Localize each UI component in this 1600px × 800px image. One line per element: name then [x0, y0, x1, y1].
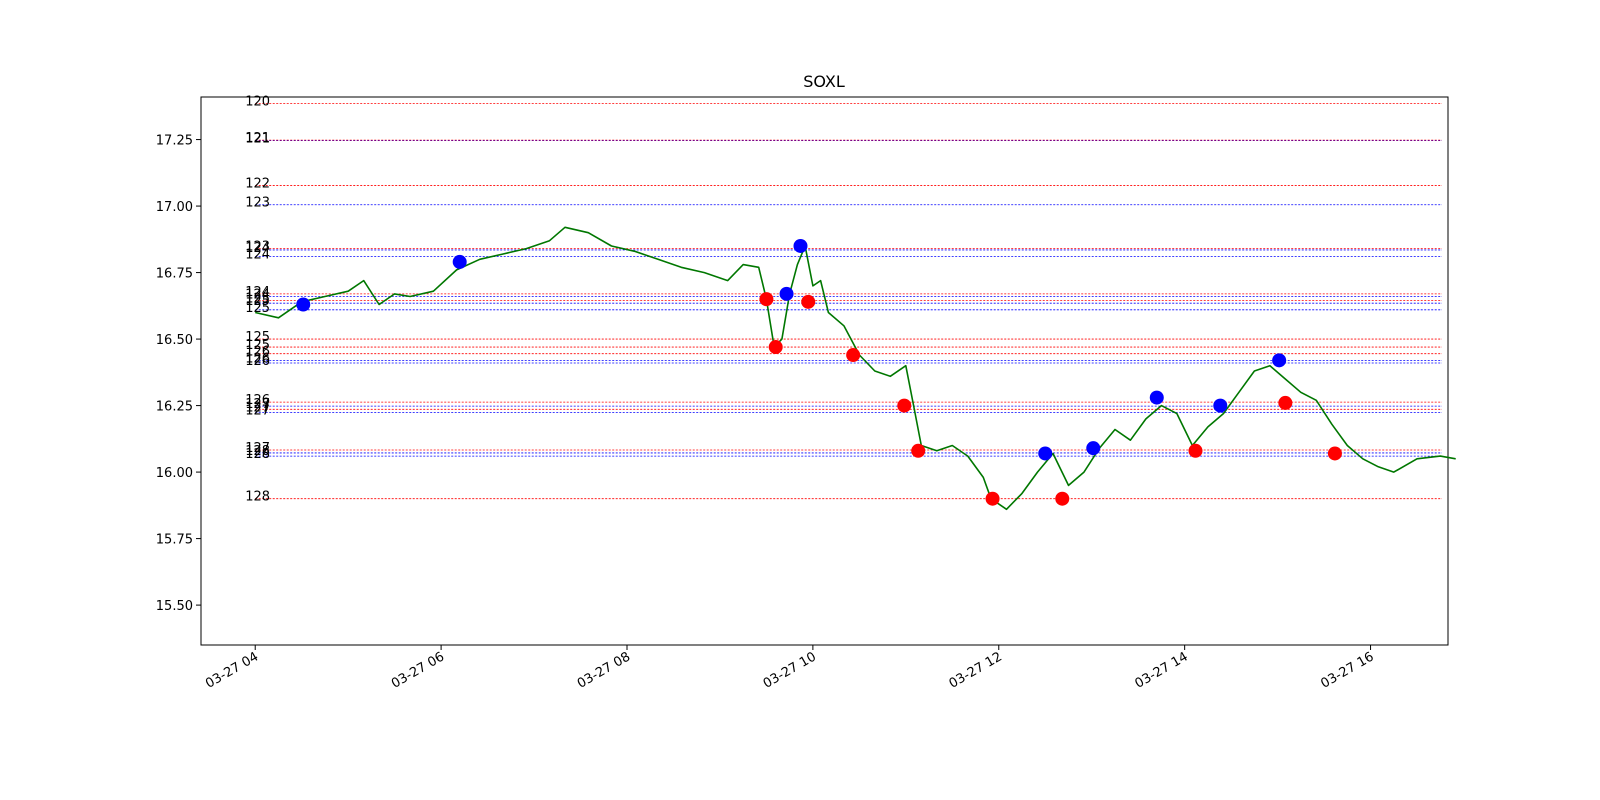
level-label-4: 123 [245, 196, 270, 211]
buy-marker-3 [793, 238, 808, 253]
level-label-24: 128 [245, 447, 270, 462]
plot-area-frame [200, 96, 1449, 646]
y-tick-label-3: 16.25 [156, 400, 193, 415]
level-label-10: 125 [245, 292, 270, 307]
price-line [255, 226, 1456, 511]
y-tick-label-6: 17.00 [156, 200, 193, 215]
y-tick-label-5: 16.75 [156, 267, 193, 282]
sell-marker-0 [759, 292, 774, 307]
level-lines [255, 103, 1442, 500]
y-tick-label-7: 17.25 [156, 134, 193, 149]
x-tick-label-4: 03-27 12 [947, 649, 1005, 691]
level-label-17: 126 [245, 354, 270, 369]
sell-marker-9 [1278, 395, 1293, 410]
level-label-7: 124 [245, 248, 270, 263]
sell-marker-4 [897, 398, 912, 413]
price-series [255, 226, 1456, 511]
level-labels: 1201211211221231231241241241241251251251… [245, 95, 270, 505]
level-label-9: 124 [245, 288, 270, 303]
buy-marker-8 [1272, 353, 1287, 368]
level-label-0: 120 [245, 95, 270, 110]
level-label-16: 126 [245, 351, 270, 366]
level-label-22: 127 [245, 441, 270, 456]
level-label-25: 128 [245, 490, 270, 505]
y-tick-label-2: 16.00 [156, 466, 193, 481]
trade-markers [296, 238, 1342, 506]
level-label-21: 127 [245, 403, 270, 418]
level-label-23: 128 [245, 444, 270, 459]
level-label-11: 125 [245, 294, 270, 309]
x-axis: 03-27 04 03-27 06 03-27 08 03-27 10 03-27 12… [203, 645, 1377, 692]
level-label-3: 122 [245, 177, 270, 192]
level-label-2: 121 [245, 131, 270, 146]
y-axis: 15.50 15.75 16.00 16.25 16.50 16.75 17.00 17.25 [156, 134, 201, 614]
sell-marker-3 [846, 348, 861, 363]
level-label-14: 125 [245, 338, 270, 353]
buy-marker-1 [452, 254, 467, 269]
level-label-12: 125 [245, 301, 270, 316]
x-tick-label-1: 03-27 06 [389, 649, 447, 691]
sell-marker-8 [1188, 443, 1203, 458]
level-label-15: 126 [245, 345, 270, 360]
x-tick-label-2: 03-27 08 [575, 649, 633, 691]
level-label-5: 123 [245, 240, 270, 255]
x-tick-label-3: 03-27 10 [761, 649, 819, 691]
x-tick-label-5: 03-27 14 [1133, 649, 1191, 691]
level-label-13: 125 [245, 330, 270, 345]
buy-marker-5 [1086, 441, 1101, 456]
x-tick-label-0: 03-27 04 [203, 649, 261, 691]
sell-marker-7 [1055, 491, 1070, 506]
chart-title: SOXL [803, 72, 845, 91]
level-label-18: 126 [245, 393, 270, 408]
level-label-8: 124 [245, 285, 270, 300]
sell-marker-1 [768, 340, 783, 355]
sell-marker-6 [985, 491, 1000, 506]
level-label-1: 121 [245, 132, 270, 147]
sell-marker-10 [1327, 446, 1342, 461]
sell-marker-5 [911, 443, 926, 458]
sell-marker-2 [801, 294, 816, 309]
level-label-6: 124 [245, 241, 270, 256]
y-tick-label-1: 15.75 [156, 533, 193, 548]
y-tick-label-0: 15.50 [156, 599, 193, 614]
x-tick-label-6: 03-27 16 [1318, 649, 1376, 691]
buy-marker-2 [779, 286, 794, 301]
level-label-19: 127 [245, 397, 270, 412]
y-tick-label-4: 16.50 [156, 333, 193, 348]
level-label-20: 127 [245, 400, 270, 415]
buy-marker-7 [1213, 398, 1228, 413]
buy-marker-4 [1038, 446, 1053, 461]
buy-marker-0 [296, 297, 311, 312]
buy-marker-6 [1149, 390, 1164, 405]
